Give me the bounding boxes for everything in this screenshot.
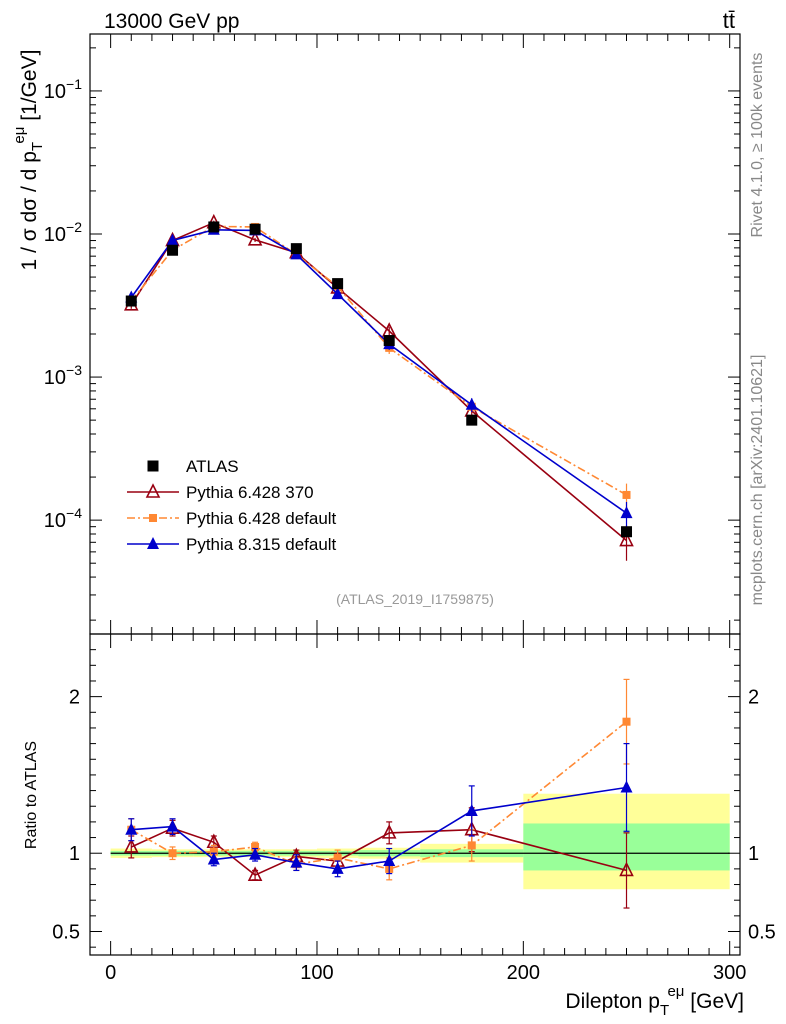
main-y-tick-label: 10−4 [44,505,82,532]
marker-atlas [332,278,344,290]
x-tick-label: 300 [713,962,746,984]
main-y-axis-title-text: 1 / σ dσ / d pTeμ [1/GeV] [11,50,46,271]
legend-label: Pythia 8.315 default [186,535,337,554]
marker-pythia6_370 [247,866,263,881]
marker-pythia8_default [465,803,478,816]
main-y-axis-title: 1 / σ dσ / d pTeμ [1/GeV] [11,50,46,271]
marker-pythia8_default [331,287,344,300]
marker-pythia6_370 [619,531,634,547]
main-y-tick-label: 10−1 [44,76,82,103]
marker-atlas [125,295,137,307]
marker-pythia8_default [290,855,303,868]
energy-label: 13000 GeV pp [104,10,239,33]
process-label: tt̄ [723,8,735,33]
ratio-y-tick-label: 0.5 [52,922,80,944]
marker-pythia6_default [622,490,631,499]
marker-atlas [167,244,179,256]
marker-pythia8_default [249,847,262,860]
legend: ATLAS Pythia 6.428 370 Pythia 6.428 defaul… [127,457,337,554]
marker-pythia8_default [166,819,179,832]
x-tick-label: 200 [507,962,540,984]
marker-pythia8_default [147,537,159,549]
ratio-y-tick-label: 2 [748,687,759,709]
marker-pythia8_default [465,397,478,410]
marker-pythia8_default [620,780,633,793]
series-atlas [125,221,633,538]
marker-atlas [621,526,633,538]
ratio-y-tick-label: 2 [69,687,80,709]
marker-pythia6_default [467,841,476,850]
marker-atlas [208,221,220,233]
legend-entry-pythia8_default: Pythia 8.315 default [127,535,337,554]
marker-pythia6_default [149,514,157,522]
legend-entry-atlas: ATLAS [147,457,239,476]
ratio-line-pythia6_default [130,721,627,870]
marker-pythia6_370 [145,483,161,498]
marker-atlas [290,243,302,255]
x-axis-title: Dilepton pTeμ [GeV] [565,983,744,1019]
marker-pythia6_370 [247,231,263,246]
ratio-panel: 2 2 1 1 0.5 0.5 0 100 200 300 [52,633,776,984]
ratio-y-tick-label: 1 [748,843,759,865]
marker-atlas [147,460,159,472]
analysis-label: (ATLAS_2019_I1759875) [336,591,494,607]
mcplots-label: mcplots.cern.ch [arXiv:2401.10621] [749,355,766,606]
marker-pythia6_default [333,853,342,862]
series-line-pythia6_default [130,225,627,496]
legend-label: Pythia 6.428 370 [186,483,314,502]
legend-label: ATLAS [186,457,239,476]
marker-atlas [249,223,261,235]
marker-atlas [383,335,395,347]
ratio-y-axis-title: Ratio to ATLAS [23,741,40,849]
marker-pythia6_default [168,849,177,858]
x-tick-label: 0 [105,962,116,984]
marker-pythia8_default [331,861,344,874]
marker-pythia8_default [166,233,179,246]
marker-pythia6_default [622,717,631,726]
marker-pythia6_370 [619,861,634,877]
marker-pythia6_default [209,847,218,856]
legend-entry-pythia6_default: Pythia 6.428 default [127,509,337,528]
marker-pythia6_370 [381,824,397,839]
marker-pythia8_default [620,506,633,519]
marker-pythia8_default [125,822,138,835]
ratio-frame [89,633,741,956]
main-panel: 10−1 10−2 10−3 10−4 [44,33,741,635]
marker-pythia6_default [251,842,260,851]
ratio-series-pythia8_default [125,743,633,878]
x-tick-label: 100 [300,962,333,984]
main-y-tick-label: 10−2 [44,219,82,246]
ratio-y-tick-label: 1 [69,843,80,865]
marker-pythia6_370 [123,838,139,853]
legend-entry-pythia6_370: Pythia 6.428 370 [127,483,314,502]
main-y-tick-label: 10−3 [44,362,82,389]
marker-pythia8_default [207,852,220,865]
marker-pythia8_default [383,854,396,867]
ratio-y-tick-label: 0.5 [748,922,776,944]
legend-label: Pythia 6.428 default [186,509,337,528]
marker-atlas [466,414,478,426]
rivet-label: Rivet 4.1.0, ≥ 100k events [749,53,766,238]
